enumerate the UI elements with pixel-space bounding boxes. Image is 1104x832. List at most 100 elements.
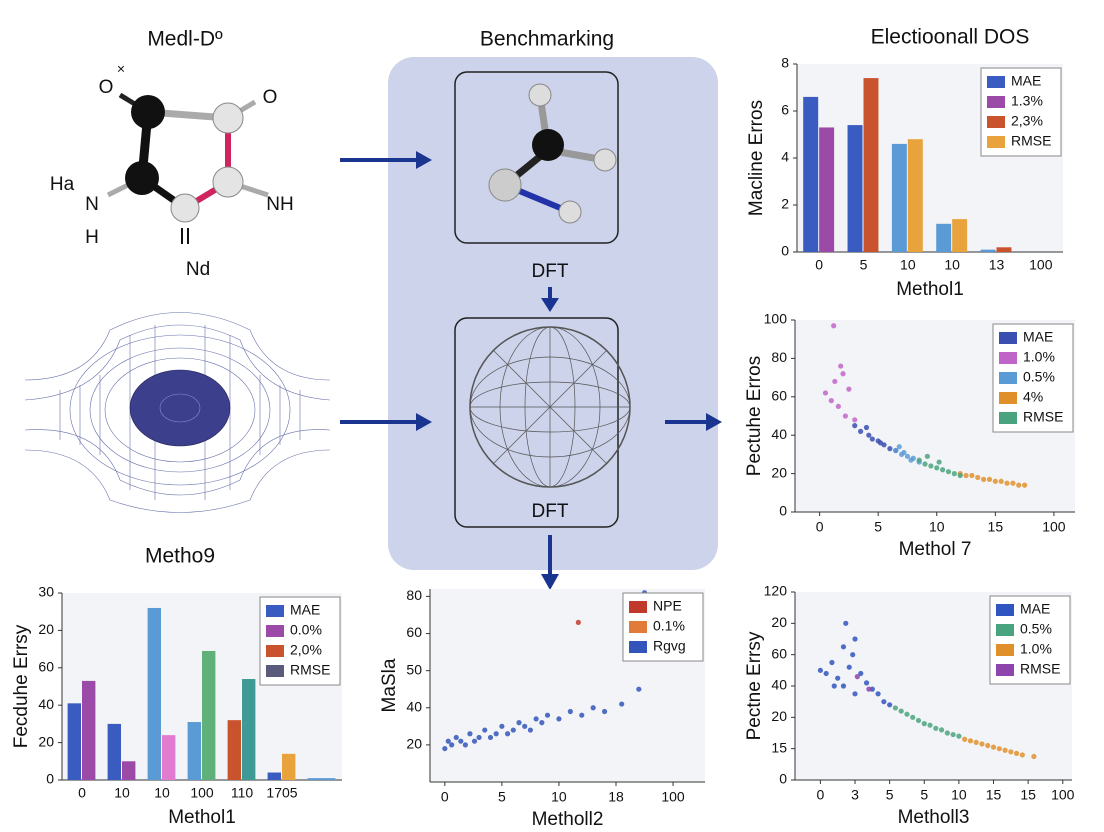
point — [887, 446, 893, 452]
bar — [952, 219, 968, 252]
atom-label: NH — [266, 194, 293, 215]
point — [979, 741, 985, 747]
point — [556, 716, 562, 722]
legend-swatch — [996, 604, 1014, 616]
legend-swatch — [266, 605, 284, 617]
y-tick-label: 120 — [764, 583, 788, 599]
x-axis-label: Methol1 — [168, 807, 236, 828]
point — [493, 731, 499, 737]
point — [482, 727, 488, 733]
atom-label: O — [99, 77, 114, 98]
atom-label: Ha — [50, 174, 75, 195]
point — [823, 670, 829, 677]
y-tick-label: 0 — [779, 771, 787, 787]
x-tick-label: 15 — [1020, 787, 1036, 803]
x-tick-label: 10 — [551, 789, 567, 805]
bar — [242, 679, 256, 780]
legend-swatch — [987, 136, 1005, 148]
point — [927, 722, 933, 728]
bar — [980, 249, 996, 252]
point — [881, 699, 887, 705]
x-tick-label: 0 — [815, 257, 823, 273]
legend-label: Rgvg — [653, 638, 686, 654]
point — [462, 742, 468, 748]
sphere — [469, 326, 631, 488]
point — [1002, 747, 1008, 753]
point — [921, 721, 927, 727]
point — [869, 436, 875, 442]
point — [619, 701, 625, 707]
x-tick-label: 110 — [231, 785, 254, 801]
point — [846, 386, 852, 392]
box — [454, 317, 619, 528]
legend-swatch — [999, 412, 1017, 424]
x-tick-label: 13 — [989, 257, 1005, 273]
x-tick-label: 1705 — [266, 785, 297, 801]
point — [956, 733, 962, 739]
bar — [803, 96, 819, 253]
y-tick-label: 20 — [771, 614, 787, 630]
legend-label: 2,0% — [290, 642, 322, 658]
point — [975, 474, 981, 481]
point — [858, 428, 864, 434]
bar — [82, 680, 96, 780]
point — [950, 731, 956, 738]
legend-swatch — [629, 641, 647, 653]
x-tick-label: 5 — [498, 789, 506, 805]
point — [1014, 750, 1020, 756]
point — [476, 734, 482, 741]
point — [1008, 749, 1014, 755]
point — [835, 403, 841, 409]
box — [454, 71, 619, 244]
y-tick-label: 6 — [781, 102, 789, 118]
y-tick-label: 0 — [46, 771, 54, 787]
point — [915, 717, 922, 724]
point — [516, 720, 522, 726]
legend-swatch — [999, 332, 1017, 344]
point — [863, 680, 870, 686]
legend-swatch — [996, 664, 1014, 676]
label: DFT — [532, 261, 569, 282]
legend-label: NPE — [653, 598, 682, 614]
point — [822, 390, 829, 396]
legend-label: RMSE — [1011, 133, 1051, 149]
x-tick-label: 3 — [851, 787, 859, 803]
point — [1010, 480, 1016, 486]
mesh — [24, 312, 331, 513]
y-tick-label: 50 — [406, 661, 422, 677]
point — [817, 667, 823, 673]
point — [445, 738, 451, 744]
bar — [936, 223, 952, 252]
y-tick-label: 15 — [771, 739, 787, 755]
point — [992, 478, 998, 484]
point — [567, 708, 573, 715]
legend-swatch — [987, 96, 1005, 108]
point — [944, 730, 950, 736]
atom-label: Nd — [186, 259, 210, 280]
point — [499, 723, 505, 729]
bar — [863, 78, 879, 252]
point — [835, 675, 841, 681]
bar — [202, 650, 216, 780]
point — [892, 705, 899, 711]
point — [936, 459, 942, 465]
point — [852, 423, 858, 429]
point — [893, 447, 899, 454]
bar — [282, 753, 296, 780]
point — [910, 714, 916, 720]
point — [533, 716, 539, 722]
point — [854, 674, 860, 680]
x-axis-label: Metholl2 — [532, 809, 604, 830]
point — [951, 471, 957, 477]
point — [1022, 482, 1028, 488]
point — [1031, 753, 1037, 760]
legend-label: MAE — [1023, 329, 1053, 345]
point — [544, 712, 551, 718]
point — [458, 738, 464, 744]
legend-label: RMSE — [290, 662, 330, 678]
point — [840, 371, 846, 377]
y-axis-label: Pectne Errsy — [744, 631, 765, 740]
y-tick-label: 40 — [771, 426, 787, 442]
legend-swatch — [987, 76, 1005, 88]
y-tick-label: 0 — [779, 503, 787, 519]
